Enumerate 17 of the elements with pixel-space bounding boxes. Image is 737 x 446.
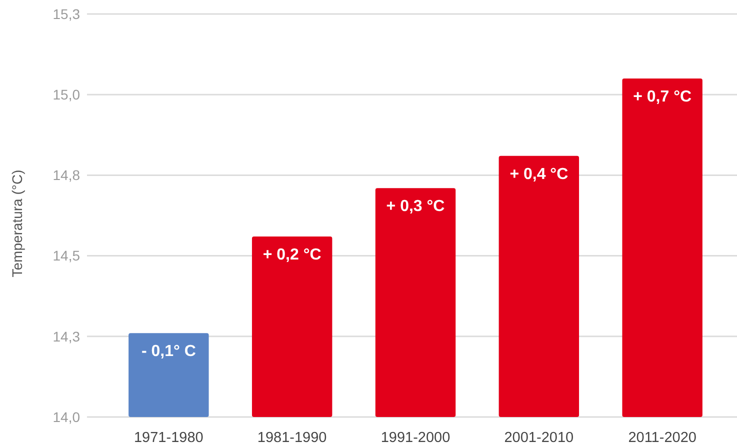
y-tick-label: 14,0 <box>52 408 80 425</box>
x-tick-label: 1981-1990 <box>257 430 327 446</box>
y-tick-label: 15,0 <box>52 86 80 102</box>
annotation: - 0,1° C <box>141 343 196 360</box>
y-tick-label: 14,3 <box>52 328 80 344</box>
x-tick-label: 1971-1980 <box>134 430 204 446</box>
x-tick-label: 1991-2000 <box>380 430 450 446</box>
x-tick-label: 2001-2010 <box>504 430 574 446</box>
x-tick-label: 2011-2020 <box>628 430 696 446</box>
y-axis-title: Temperatura (°C) <box>9 170 25 278</box>
y-tick-label: 14,5 <box>52 248 80 264</box>
annotation: + 0,3 °C <box>386 198 446 216</box>
y-tick-label: 15,3 <box>52 6 80 22</box>
annotation: + 0,2 °C <box>262 246 322 264</box>
annotation: + 0,7 °C <box>633 88 692 106</box>
annotation: + 0,4 °C <box>510 166 569 183</box>
y-tick-label: 14,8 <box>52 167 80 184</box>
